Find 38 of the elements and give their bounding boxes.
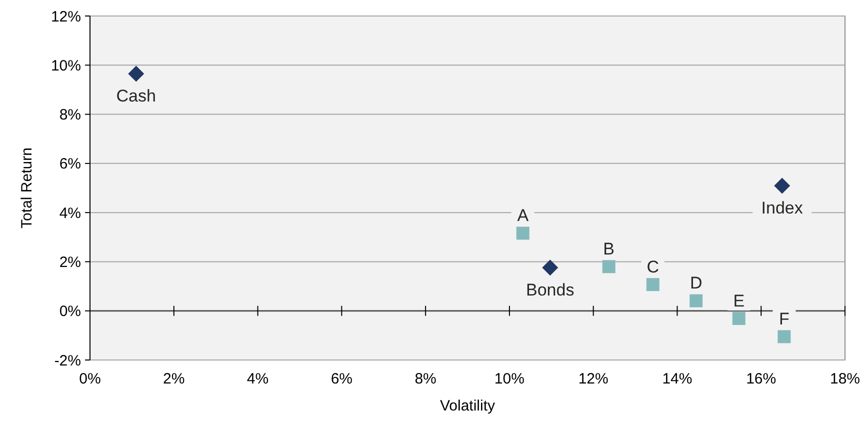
x-tick-label: 12% bbox=[578, 370, 608, 388]
point bbox=[646, 278, 660, 292]
annotation: Bonds bbox=[526, 280, 574, 300]
x-axis-title: Volatility bbox=[440, 397, 496, 414]
annotation: A bbox=[517, 206, 530, 226]
x-tick-label: 4% bbox=[246, 370, 269, 388]
point bbox=[778, 330, 791, 344]
x-tick-label: 10% bbox=[494, 370, 524, 388]
annotation: Cash bbox=[116, 86, 156, 106]
x-tick-label: 6% bbox=[330, 370, 353, 388]
y-tick-label: 0% bbox=[59, 303, 81, 320]
y-tick-label: 8% bbox=[59, 106, 81, 124]
point bbox=[774, 178, 790, 194]
annotation: C bbox=[646, 258, 660, 277]
y-tick-label: 4% bbox=[59, 204, 81, 222]
annotation: B bbox=[603, 240, 615, 259]
point bbox=[128, 66, 144, 82]
annotation: F bbox=[778, 310, 790, 329]
y-tick-label: 12% bbox=[50, 8, 81, 26]
annotation: E bbox=[733, 291, 745, 310]
y-tick-label: 10% bbox=[50, 57, 81, 74]
point bbox=[690, 294, 703, 308]
x-tick-label: 2% bbox=[163, 370, 185, 388]
y-tick-label: 2% bbox=[59, 254, 81, 271]
point bbox=[602, 260, 616, 274]
annotation: D bbox=[690, 274, 702, 293]
y-tick-label: 6% bbox=[59, 156, 81, 173]
y-axis-title: Total Return bbox=[18, 148, 36, 228]
x-tick-label: 18% bbox=[830, 370, 860, 388]
annotation: Index bbox=[761, 198, 804, 218]
x-tick-label: 16% bbox=[746, 370, 776, 388]
y-tick-label: -2% bbox=[54, 352, 81, 370]
point bbox=[542, 260, 558, 276]
point bbox=[516, 226, 530, 240]
x-tick-label: 14% bbox=[662, 370, 692, 388]
x-tick-label: 8% bbox=[414, 370, 436, 388]
x-tick-label: 0% bbox=[79, 370, 101, 388]
point bbox=[732, 312, 746, 325]
